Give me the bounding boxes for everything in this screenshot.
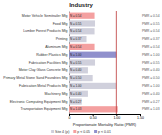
bar (69, 67, 88, 73)
bar-annotation: N = 0.37 (70, 37, 82, 41)
category-label: Food Mfg (53, 22, 68, 26)
category-label: Fabrication Metal Products Mfg (19, 84, 67, 88)
x-tick: 0 (69, 114, 71, 120)
bar-annotation: N = 0.54 (70, 29, 82, 33)
y-tick: Motor Clay Glass Concrete Mfg (19, 68, 69, 72)
x-tick: 1.50 (137, 114, 144, 120)
x-tick: 0.50 (90, 114, 97, 120)
value-label: PMR = 0.27 (142, 100, 160, 104)
bar-annotation: N = 1.03 (70, 107, 82, 111)
bar-annotation: N = 0.40 (70, 68, 82, 72)
bar (69, 106, 118, 112)
value-label: PMR = 0.40 (142, 68, 160, 72)
value-label: PMR = 0.54 (142, 14, 160, 18)
value-label: PMR = 0.54 (142, 29, 160, 33)
y-tick: Lumber Forest Products Mfg (23, 29, 69, 33)
value-labels: PMR = 0.54 PMR = 0.55 PMR = 0.54 PMR = 0.37… (142, 14, 160, 112)
title: Industry (69, 2, 93, 8)
bar (69, 44, 95, 50)
x-tick-label: 1.00 (113, 116, 120, 120)
value-label: PMR = 0.55 (142, 22, 160, 26)
category-label: Aluminum Mfg (45, 45, 67, 49)
bar (69, 75, 93, 81)
bar (69, 52, 116, 58)
legend-item: Site 4 (p) (51, 130, 69, 134)
x-axis: 0 0.50 1.00 1.50 (69, 114, 144, 120)
value-label: PMR = 0.54 (142, 45, 160, 49)
legend-label: Site 4 (p) (55, 130, 69, 134)
y-tick: Fabrication Metal Products Mfg (19, 84, 69, 88)
bar-annotation: N = 0.55 (70, 61, 82, 65)
y-tick: Fabrication Facilities Mfg (29, 61, 69, 65)
y-tick: Motor Vehicle Semitrailer Mfg (22, 14, 69, 18)
value-label: PMR = 0.50 (142, 76, 160, 80)
bar-annotation: N = 0.40 (70, 92, 82, 96)
x-tick-label: 1.50 (137, 116, 144, 120)
plot-area (69, 11, 118, 114)
value-label: PMR = 1.00 (142, 53, 160, 57)
x-axis-line (70, 115, 141, 117)
bar (69, 83, 116, 89)
category-label: Rubber Plastics Mfg (36, 53, 67, 57)
bar-annotation: N = 0.27 (70, 100, 82, 104)
bar (69, 98, 82, 104)
legend-swatch (51, 130, 54, 133)
x-axis-label: Proportionate Mortality Ratio (PMR) (73, 122, 137, 127)
legend-label: p < 0.01 (98, 130, 111, 134)
category-label: Primary Metal Stone Sand Foundries Mfg (3, 76, 67, 80)
legend-item: p < 0.01 (94, 130, 111, 134)
y-tick: Printing (56, 37, 69, 41)
y-axis: Motor Vehicle Semitrailer Mfg Food Mfg Lum… (3, 12, 69, 115)
category-label: Motor Clay Glass Concrete Mfg (19, 68, 68, 72)
y-tick: Food Mfg (53, 22, 69, 26)
value-label: PMR = 0.37 (142, 37, 160, 41)
bar (69, 13, 95, 19)
legend: Site 4 (p) p < 0.05 p < 0.01 (51, 130, 111, 134)
bar-annotation: N = 0.50 (70, 76, 82, 80)
x-tick-label: 0.50 (90, 116, 97, 120)
bar (69, 28, 95, 34)
x-tick: 1.00 (113, 114, 120, 120)
chart: Industry Motor Vehicle Semitrailer Mfg Foo… (0, 0, 162, 135)
y-tick: Machinery Mfg (45, 92, 69, 96)
legend-swatch (94, 130, 97, 133)
bar-annotations: N = 0.54 N = 0.55 N = 0.54 N = 0.37 N = 0.54… (70, 14, 82, 112)
legend-label: p < 0.05 (77, 130, 90, 134)
category-label: Electronic Computing Equipment Mfg (10, 100, 68, 104)
bar-annotation: N = 1.00 (70, 84, 82, 88)
legend-item: p < 0.05 (73, 130, 90, 134)
category-label: Printing (56, 37, 68, 41)
y-tick: Electronic Computing Equipment Mfg (10, 100, 69, 104)
y-tick: Primary Metal Stone Sand Foundries Mfg (3, 76, 69, 80)
bar (69, 20, 95, 26)
reference-line (116, 11, 117, 114)
bar-annotation: N = 1.00 (70, 53, 82, 57)
y-tick: Aluminum Mfg (45, 45, 69, 49)
bar (69, 91, 88, 97)
bar-annotation: N = 0.55 (70, 22, 82, 26)
category-label: Machinery Mfg (45, 92, 68, 96)
category-label: Lumber Forest Products Mfg (23, 29, 67, 33)
value-label: PMR = 0.55 (142, 61, 160, 65)
bar-annotation: N = 0.54 (70, 45, 82, 49)
category-label: Transportation Equipment Mfg (21, 107, 68, 111)
bar-annotation: N = 0.54 (70, 14, 82, 18)
legend-swatch (73, 130, 76, 133)
value-label: PMR = 1.03 (142, 107, 160, 111)
x-tick-label: 0 (69, 116, 71, 120)
category-label: Fabrication Facilities Mfg (29, 61, 68, 65)
category-label: Motor Vehicle Semitrailer Mfg (22, 14, 68, 18)
value-label: PMR = 1.00 (142, 84, 160, 88)
y-tick: Rubber Plastics Mfg (36, 53, 69, 57)
bar (69, 36, 87, 42)
y-tick: Transportation Equipment Mfg (21, 107, 69, 111)
bar (69, 59, 95, 65)
value-label: PMR = 0.40 (142, 92, 160, 96)
